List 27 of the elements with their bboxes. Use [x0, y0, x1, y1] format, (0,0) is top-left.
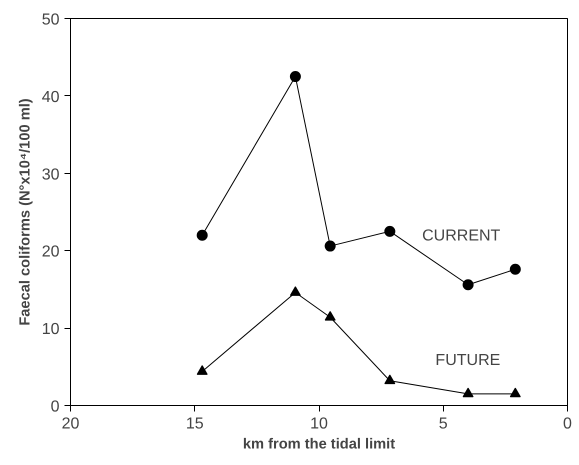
point — [196, 365, 208, 375]
point — [510, 264, 521, 275]
point — [510, 388, 521, 398]
y-tick-label: 20 — [42, 244, 60, 261]
y-tick-label: 0 — [50, 398, 60, 416]
x-tick-label: 5 — [438, 416, 448, 432]
point — [324, 240, 336, 252]
series-label: FUTURE — [435, 352, 500, 369]
point — [324, 310, 336, 321]
x-tick-label: 15 — [186, 416, 204, 432]
y-tick-label: 50 — [42, 12, 60, 28]
y-tick-label: 30 — [42, 166, 60, 184]
y-tick-label: 10 — [42, 321, 60, 338]
point — [462, 279, 474, 290]
point — [196, 230, 208, 241]
x-axis-title: km from the tidal limit — [242, 436, 396, 452]
x-tick-label: 10 — [310, 416, 328, 432]
point — [384, 226, 396, 237]
x-tick-label: 0 — [563, 416, 572, 432]
y-axis-title: Faecal coliforms (N°x10⁴/100 ml) — [18, 98, 34, 326]
point — [462, 388, 474, 398]
y-tick-label: 40 — [42, 88, 60, 106]
point — [384, 374, 396, 384]
series-label: CURRENT — [422, 227, 501, 244]
x-tick-label: 20 — [62, 416, 80, 432]
point — [290, 71, 301, 82]
point — [290, 286, 301, 296]
